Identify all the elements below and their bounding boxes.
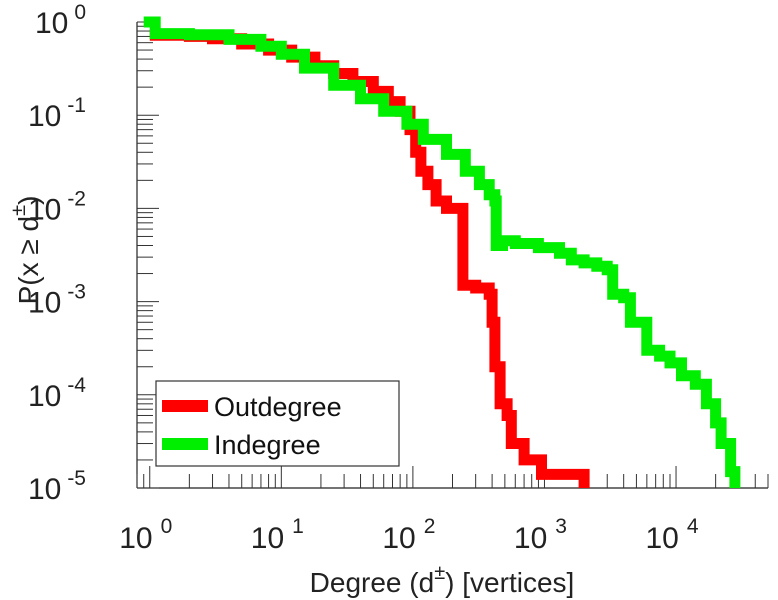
plot-series	[143, 16, 741, 488]
x-tick-label: 10 3	[514, 515, 567, 555]
y-tick-label: 10 -1	[28, 94, 86, 133]
y-axis-label-rest: )	[13, 196, 44, 205]
series-line-indegree	[143, 16, 741, 488]
y-tick-label: 10 -5	[28, 467, 86, 506]
y-tick-label: 10 -2	[28, 187, 86, 226]
plot-axes	[136, 21, 769, 489]
x-tick-label: 10 2	[382, 515, 435, 555]
tick-labels: 10 0 10 1 10 2 10 3 10 4 10 0 10 -1 10 -2 10 -3 10 -4 10 -5	[28, 1, 699, 555]
x-tick-label: 10 4	[646, 515, 699, 555]
x-tick-label: 10 0	[119, 515, 172, 555]
y-axis-label-main: P(x ≥ d	[13, 216, 44, 305]
y-tick-label: 10 -4	[28, 374, 86, 413]
x-axis-label-main: Degree (d	[310, 567, 435, 598]
legend-label-outdegree: Outdegree	[214, 392, 342, 422]
legend-box	[155, 380, 400, 467]
y-tick-label: 10 -3	[28, 281, 86, 320]
x-axis-label: Degree (d±) [vertices]	[310, 562, 575, 598]
y-tick-label: 10 0	[35, 1, 86, 40]
y-axis-label: P(x ≥ d±)	[8, 196, 44, 305]
legend: Outdegree Indegree	[155, 380, 400, 467]
x-axis-label-rest: ) [vertices]	[445, 567, 574, 598]
x-axis-label-sup: ±	[434, 562, 445, 584]
y-axis-label-sup: ±	[8, 205, 30, 216]
x-tick-label: 10 1	[251, 515, 304, 555]
legend-label-indegree: Indegree	[214, 430, 321, 460]
